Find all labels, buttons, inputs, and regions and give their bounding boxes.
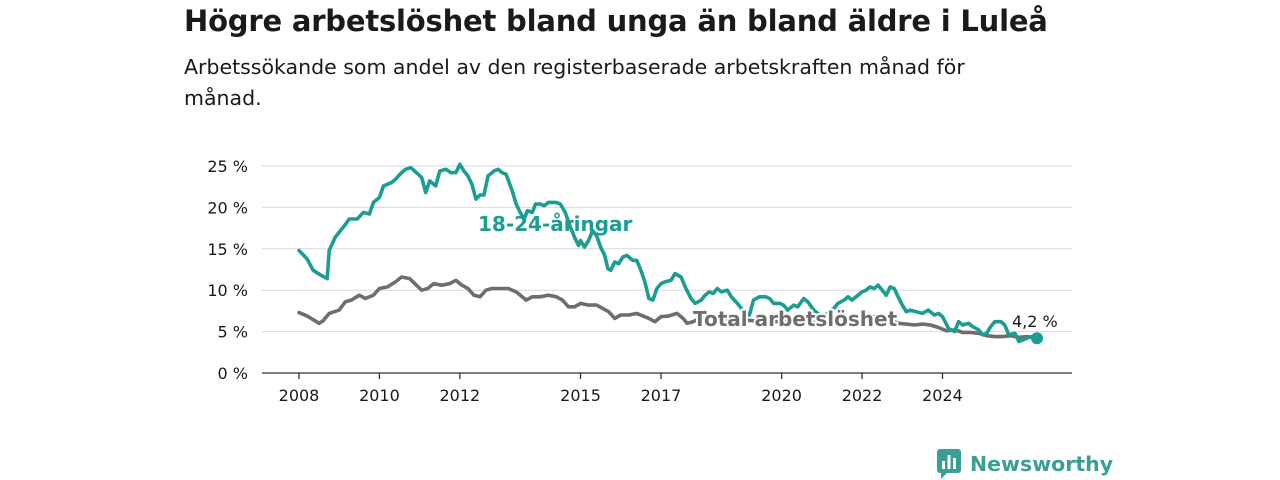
x-tick-label: 2008 bbox=[279, 386, 320, 405]
y-tick-label: 5 % bbox=[218, 323, 248, 342]
end-point-marker bbox=[1031, 332, 1043, 345]
x-tick-label: 2017 bbox=[641, 386, 682, 405]
line-chart: 0 % 5 % 10 % 15 % 20 % 25 % 2008 2010 2012 2015 20… bbox=[207, 157, 1072, 405]
newsworthy-logo: Newsworthy bbox=[937, 449, 1113, 479]
x-tick-label: 2015 bbox=[560, 386, 601, 405]
end-value-label: 4,2 % bbox=[1012, 312, 1058, 331]
x-tick-label: 2022 bbox=[842, 386, 883, 405]
series-line-total bbox=[297, 275, 1039, 340]
series-label-youth: 18-24-åringar bbox=[478, 212, 633, 236]
x-tick-label: 2020 bbox=[761, 386, 802, 405]
x-tick-label: 2024 bbox=[922, 386, 963, 405]
x-tick-label: 2012 bbox=[440, 386, 481, 405]
y-tick-label: 0 % bbox=[218, 364, 248, 383]
y-tick-label: 15 % bbox=[207, 240, 248, 259]
y-tick-label: 20 % bbox=[207, 198, 248, 217]
newsworthy-logo-text: Newsworthy bbox=[970, 452, 1114, 476]
y-tick-label: 25 % bbox=[207, 157, 248, 176]
y-tick-label: 10 % bbox=[207, 281, 248, 300]
series-label-total: Total arbetslöshet bbox=[693, 307, 898, 331]
x-tick-label: 2010 bbox=[359, 386, 400, 405]
chart-subtitle: Arbetssökande som andel av den registerb… bbox=[184, 55, 965, 110]
chart-title: Högre arbetslöshet bland unga än bland ä… bbox=[184, 4, 1048, 38]
newsworthy-logo-icon bbox=[937, 449, 961, 479]
series-line-youth bbox=[297, 162, 1039, 344]
